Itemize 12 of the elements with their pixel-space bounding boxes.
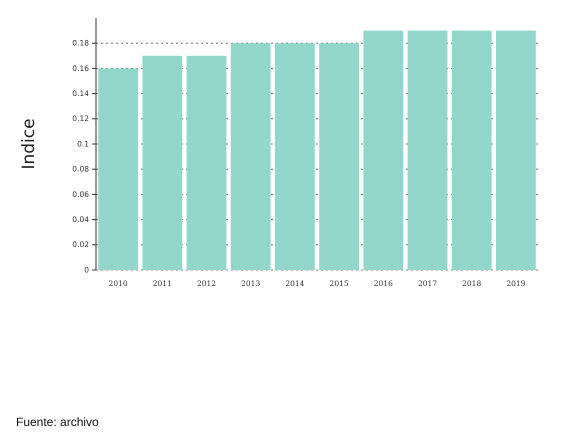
source-note: Fuente: archivo xyxy=(16,415,100,429)
bar xyxy=(496,30,536,270)
bar xyxy=(408,30,448,270)
bar xyxy=(230,43,271,270)
y-axis-title: Indice xyxy=(19,118,39,170)
bar xyxy=(452,30,492,270)
bar xyxy=(275,43,315,270)
bar xyxy=(98,68,138,270)
bar xyxy=(186,56,226,270)
bar xyxy=(319,43,359,270)
bar xyxy=(142,56,182,270)
bar xyxy=(363,30,404,270)
